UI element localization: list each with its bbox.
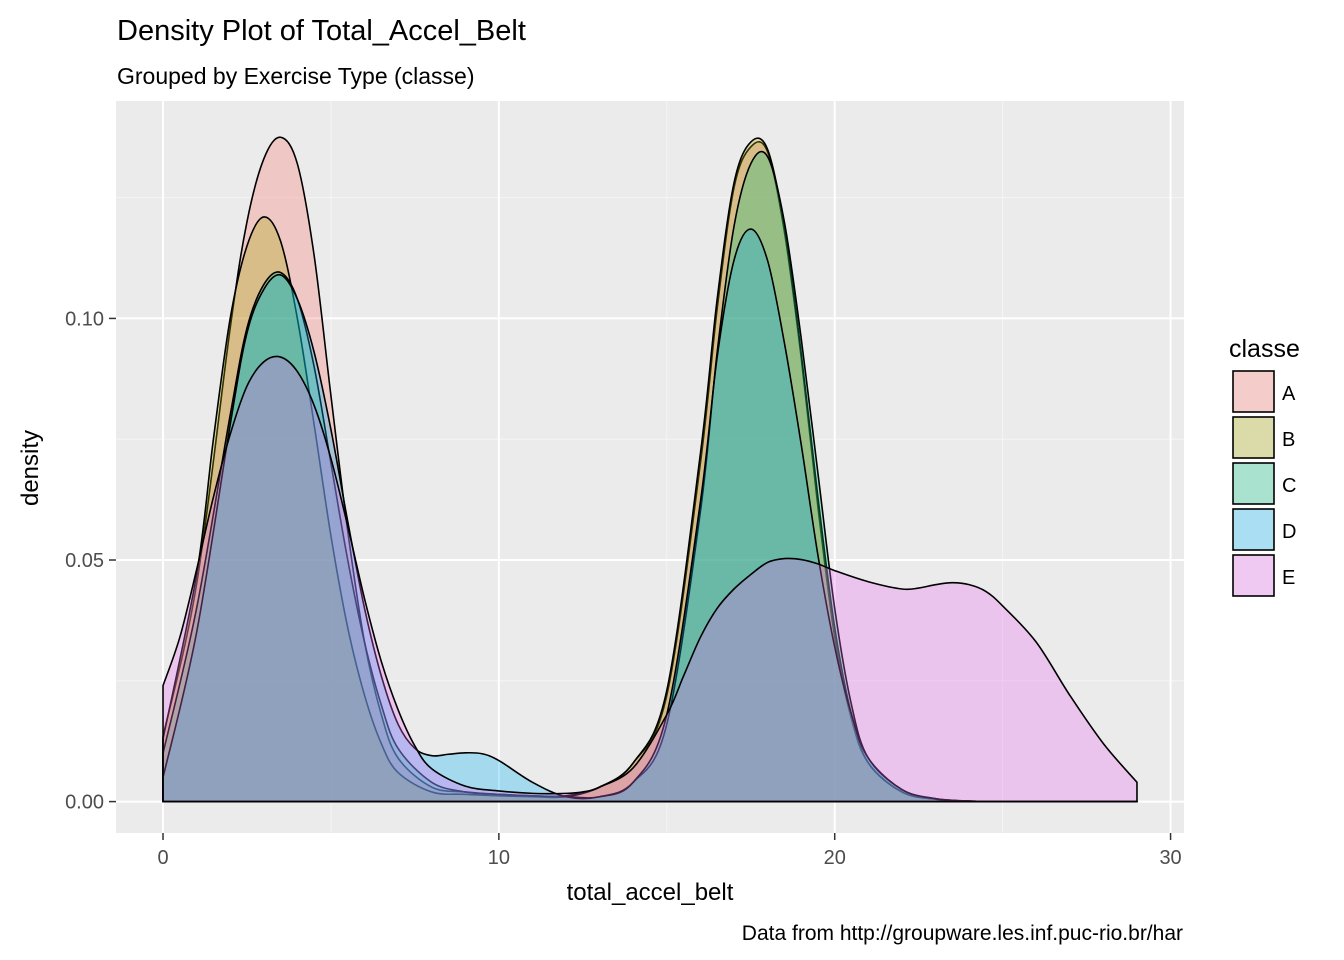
y-tick-label: 0.10 [65, 308, 104, 330]
density-area-D [162, 228, 1138, 803]
x-axis: 0 10 20 30 [157, 833, 1182, 869]
legend-key-bg [1233, 509, 1274, 550]
legend-key-bg [1233, 555, 1274, 596]
legend-swatch-E [1232, 554, 1275, 597]
x-tick-label: 10 [488, 847, 510, 869]
legend-label-B: B [1282, 429, 1295, 451]
x-tick-label: 30 [1159, 847, 1181, 869]
y-axis-title: density [17, 430, 44, 506]
legend-swatch-B [1232, 416, 1275, 459]
density-area-B [162, 137, 1138, 803]
legend-label-E: E [1282, 567, 1295, 589]
chart-title: Density Plot of Total_Accel_Belt [117, 15, 526, 47]
x-axis-title: total_accel_belt [567, 879, 734, 906]
chart-caption: Data from http://groupware.les.inf.puc-r… [742, 922, 1183, 945]
legend-label-C: C [1282, 475, 1296, 497]
chart-subtitle: Grouped by Exercise Type (classe) [117, 63, 475, 89]
legend-swatch-D [1232, 508, 1275, 551]
legend-swatch-A [1232, 370, 1275, 413]
legend-swatch-C [1232, 462, 1275, 505]
y-tick-label: 0.05 [65, 550, 104, 572]
y-axis: 0.00 0.05 0.10 [65, 308, 116, 814]
legend-key-bg [1233, 371, 1274, 412]
density-areas [162, 136, 1138, 803]
legend-label-A: A [1282, 383, 1296, 405]
legend-key-bg [1233, 417, 1274, 458]
legend-label-D: D [1282, 521, 1296, 543]
plot-panel [116, 101, 1184, 833]
density-area-E [162, 355, 1138, 803]
x-tick-label: 0 [157, 847, 168, 869]
legend-title: classe [1229, 335, 1300, 363]
legend-key-bg [1233, 463, 1274, 504]
legend: classe A B C D E [1229, 335, 1300, 597]
x-tick-label: 20 [824, 847, 846, 869]
y-tick-label: 0.00 [65, 792, 104, 814]
